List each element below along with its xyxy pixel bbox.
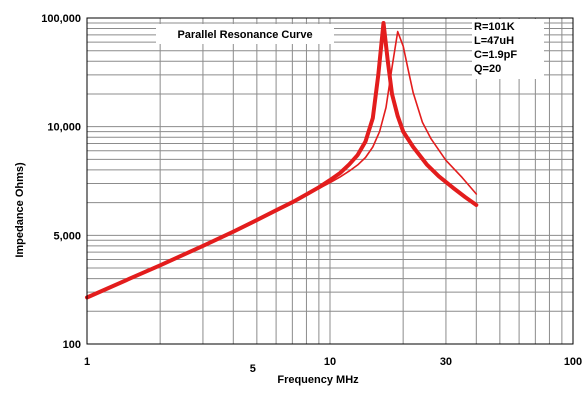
- x-axis-label: Frequency MHz: [277, 374, 359, 386]
- x-tick-label: 10: [324, 356, 336, 368]
- y-tick-label: 10,000: [47, 122, 81, 134]
- series-line-thin: [86, 30, 478, 299]
- x-tick-label: 5: [250, 363, 256, 375]
- x-tick-label: 30: [440, 356, 452, 368]
- annotation-l: L=47uH: [474, 35, 514, 47]
- x-tick-labels: 1 5 10 30 100: [84, 356, 582, 375]
- y-axis-label: Impedance Ohms): [14, 162, 26, 258]
- annotation-r: R=101K: [474, 21, 515, 33]
- x-tick-label: 100: [564, 356, 582, 368]
- y-tick-label: 100: [63, 339, 81, 351]
- annotation-q: Q=20: [474, 63, 501, 75]
- x-tick-label: 1: [84, 356, 90, 368]
- series-layer: [85, 21, 479, 300]
- y-tick-labels: 100 5,000 10,000 100,000: [41, 13, 81, 351]
- annotation-box: [472, 19, 544, 79]
- y-tick-label: 5,000: [53, 230, 81, 242]
- annotation-c: C=1.9pF: [474, 49, 517, 61]
- title-box: [156, 24, 334, 44]
- y-tick-label: 100,000: [41, 13, 81, 25]
- chart-title: Parallel Resonance Curve: [177, 29, 312, 41]
- plot-frame: [86, 17, 574, 345]
